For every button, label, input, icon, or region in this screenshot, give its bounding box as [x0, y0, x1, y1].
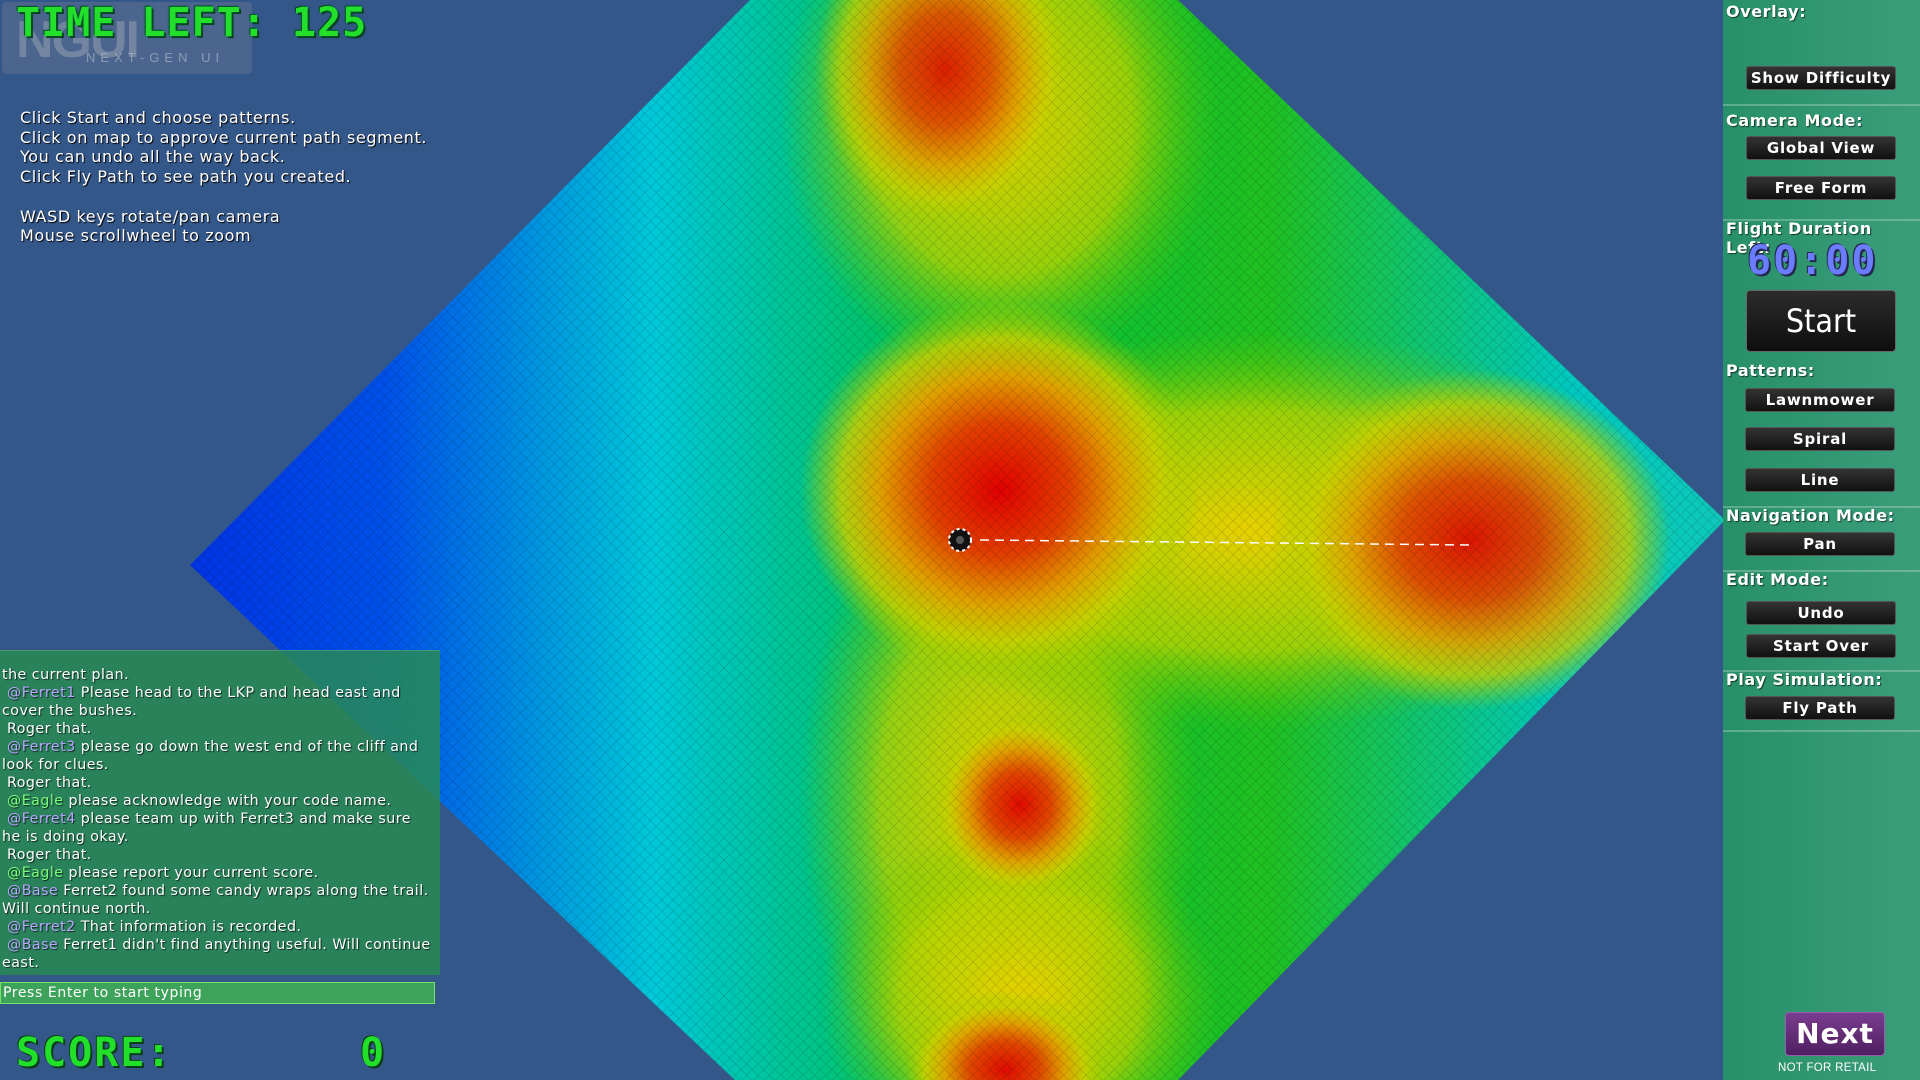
chat-message: Roger that.: [2, 846, 434, 864]
chat-message-text: Please head to the LKP and head east and…: [2, 685, 406, 719]
chat-recipient-tag: @Ferret1: [2, 685, 76, 701]
drone-marker[interactable]: [948, 528, 972, 552]
patterns-label: Patterns:: [1726, 361, 1815, 380]
logo-subtext: NEXT-GEN UI: [86, 50, 225, 65]
chat-log[interactable]: the current plan. @Ferret1 Please head t…: [0, 650, 440, 975]
chat-message: @Eagle please acknowledge with your code…: [2, 792, 434, 810]
next-button[interactable]: Next: [1785, 1012, 1885, 1056]
chat-input[interactable]: Press Enter to start typing: [0, 982, 435, 1004]
ngui-logo: NGUI NEXT-GEN UI: [2, 2, 252, 74]
chat-message-text: please report your current score.: [63, 865, 319, 881]
instruction-line: WASD keys rotate/pan camera: [20, 206, 281, 226]
edit-mode-label: Edit Mode:: [1726, 570, 1829, 589]
instructions-text: Click Start and choose patterns. Click on…: [20, 108, 427, 246]
start-over-button[interactable]: Start Over: [1746, 634, 1896, 658]
instruction-line: Mouse scrollwheel to zoom: [20, 226, 252, 246]
chat-message: Roger that.: [2, 720, 434, 738]
flight-duration-label: Flight Duration Left:: [1726, 219, 1872, 257]
chat-recipient-tag: @Eagle: [2, 865, 64, 881]
instruction-line: Click Start and choose patterns.: [20, 108, 296, 127]
overlay-label: Overlay:: [1726, 2, 1807, 21]
chat-message: Roger that.: [2, 774, 434, 792]
logo-text: NGUI: [16, 11, 140, 69]
spiral-button[interactable]: Spiral: [1745, 427, 1895, 451]
chat-message-text: Ferret1 didn't find anything useful. Wil…: [2, 937, 436, 971]
flight-duration-value: 60:00: [1747, 238, 1878, 284]
chat-message-text: Ferret2 found some candy wraps along the…: [2, 883, 434, 917]
chat-recipient-tag: @Base: [2, 883, 59, 899]
instruction-line: Click Fly Path to see path you created.: [20, 167, 352, 187]
instruction-line: Click on map to approve current path seg…: [20, 127, 428, 147]
line-button[interactable]: Line: [1745, 468, 1895, 492]
chat-message-text: please go down the west end of the cliff…: [2, 739, 424, 773]
camera-section: Camera Mode: Global View Free Form: [1723, 104, 1920, 221]
chat-message: @Base Ferret1 didn't find anything usefu…: [2, 936, 434, 972]
score-label: SCORE:: [16, 1030, 173, 1076]
chat-message: @Base Ferret2 found some candy wraps alo…: [2, 882, 434, 918]
navigation-mode-label: Navigation Mode:: [1726, 506, 1895, 525]
control-panel: Overlay: Show Difficulty Camera Mode: Gl…: [1723, 0, 1920, 1080]
chat-message: the current plan.: [2, 666, 434, 684]
undo-button[interactable]: Undo: [1746, 601, 1896, 625]
chat-recipient-tag: @Ferret4: [2, 811, 76, 827]
overlay-section: Overlay: Show Difficulty: [1723, 0, 1920, 106]
chat-message: @Ferret1 Please head to the LKP and head…: [2, 684, 434, 720]
score-value: 0: [360, 1030, 385, 1076]
pan-button[interactable]: Pan: [1745, 532, 1895, 556]
instruction-line: You can undo all the way back.: [20, 147, 286, 167]
chat-recipient-tag: @Base: [2, 937, 59, 953]
chat-message-text: Roger that.: [2, 775, 92, 791]
flight-path-line: [979, 539, 1471, 546]
chat-message-text: Roger that.: [2, 721, 92, 737]
lawnmower-button[interactable]: Lawnmower: [1745, 388, 1895, 412]
not-for-retail-label: NOT FOR RETAIL: [1778, 1062, 1877, 1074]
chat-message-text: please team up with Ferret3 and make sur…: [2, 811, 417, 845]
start-button[interactable]: Start: [1746, 290, 1896, 352]
flight-section: Flight Duration Left:: [1723, 219, 1920, 359]
navigation-section: Navigation Mode: Pan: [1723, 506, 1920, 572]
chat-recipient-tag: @Eagle: [2, 793, 64, 809]
camera-mode-label: Camera Mode:: [1726, 111, 1864, 130]
instruction-line: [20, 187, 427, 207]
chat-message: @Ferret3 please go down the west end of …: [2, 738, 434, 774]
chat-message: @Ferret4 please team up with Ferret3 and…: [2, 810, 434, 846]
edit-section: Edit Mode: Undo Start Over: [1723, 570, 1920, 672]
play-simulation-label: Play Simulation:: [1726, 670, 1883, 689]
patterns-section: Patterns: Lawnmower Spiral Line: [1723, 356, 1920, 508]
global-view-button[interactable]: Global View: [1746, 136, 1896, 160]
chat-message: @Ferret2 That information is recorded.: [2, 918, 434, 936]
chat-message-text: please acknowledge with your code name.: [63, 793, 392, 809]
time-left-counter: TIME LEFT: 125: [16, 0, 368, 46]
free-form-button[interactable]: Free Form: [1746, 176, 1896, 200]
chat-message-text: That information is recorded.: [75, 919, 302, 935]
chat-message-text: Roger that.: [2, 847, 92, 863]
chat-message-text: the current plan.: [2, 667, 130, 683]
chat-recipient-tag: @Ferret3: [2, 739, 76, 755]
chat-recipient-tag: @Ferret2: [2, 919, 76, 935]
chat-message: @Eagle please report your current score.: [2, 864, 434, 882]
fly-path-button[interactable]: Fly Path: [1745, 696, 1895, 720]
play-section: Play Simulation: Fly Path: [1723, 670, 1920, 732]
show-difficulty-button[interactable]: Show Difficulty: [1746, 66, 1896, 90]
